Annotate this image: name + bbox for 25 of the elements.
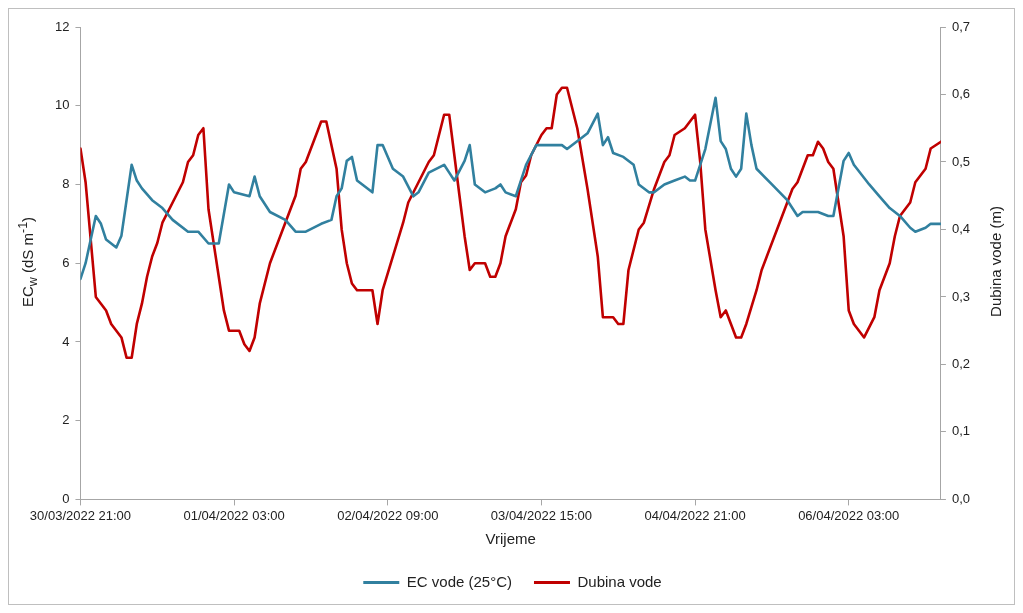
y2-axis-title: Dubina vode (m) xyxy=(986,206,1004,317)
y-tick-label: 6 xyxy=(62,254,70,270)
y2-tick-label: 0,6 xyxy=(951,86,971,102)
y2-tick-label: 0,0 xyxy=(951,490,971,506)
y2-tick-label: 0,5 xyxy=(951,153,971,169)
x-axis-title: Vrijeme xyxy=(485,530,536,548)
y-tick-label: 2 xyxy=(62,412,70,428)
y2-tick-label: 0,7 xyxy=(951,18,971,34)
y-tick-label: 0 xyxy=(62,490,70,506)
legend-label: Dubina vode xyxy=(577,572,662,590)
legend-label: EC vode (25°C) xyxy=(406,572,512,590)
x-tick-label: 30/03/2022 21:00 xyxy=(29,507,132,523)
y2-tick-label: 0,4 xyxy=(951,221,971,237)
y-tick-label: 8 xyxy=(62,176,70,192)
y-tick-label: 12 xyxy=(54,18,70,34)
x-tick-label: 03/04/2022 15:00 xyxy=(490,507,593,523)
y2-tick-label: 0,1 xyxy=(951,423,971,439)
x-tick-label: 01/04/2022 03:00 xyxy=(183,507,285,523)
y-tick-label: 4 xyxy=(62,333,70,349)
x-tick-label: 04/04/2022 21:00 xyxy=(644,507,746,523)
y-tick-label: 10 xyxy=(54,97,70,113)
y2-tick-label: 0,2 xyxy=(951,356,971,372)
x-tick-label: 02/04/2022 09:00 xyxy=(337,507,439,523)
y2-tick-label: 0,3 xyxy=(951,288,971,304)
x-tick-label: 06/04/2022 03:00 xyxy=(798,507,900,523)
